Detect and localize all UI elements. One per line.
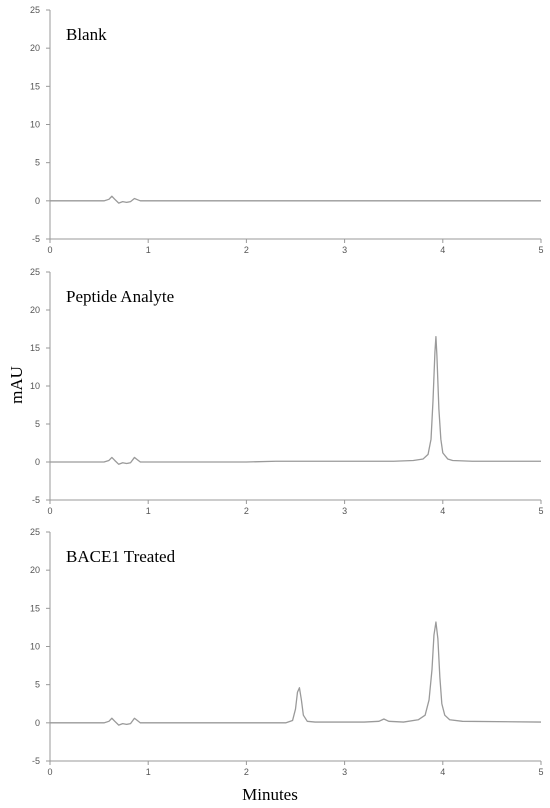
panel-title: BACE1 Treated [66,547,176,566]
x-tick-label: 3 [342,245,347,255]
y-tick-label: 5 [35,419,40,429]
chromatogram-trace [50,195,541,204]
x-tick-label: 5 [538,245,543,255]
x-tick-label: 0 [47,506,52,516]
y-tick-label: 25 [30,5,40,15]
x-tick-label: 1 [146,506,151,516]
y-tick-label: 0 [35,196,40,206]
x-tick-label: 0 [47,245,52,255]
x-tick-label: 2 [244,767,249,777]
x-tick-label: 3 [342,506,347,516]
x-axis-title: Minutes [242,785,298,804]
y-tick-label: 15 [30,343,40,353]
x-tick-label: 2 [244,245,249,255]
chromatogram-trace [50,335,541,465]
y-tick-label: 20 [30,305,40,315]
y-tick-label: 20 [30,565,40,575]
y-tick-label: -5 [32,234,40,244]
y-tick-label: 10 [30,642,40,652]
x-tick-label: 5 [538,506,543,516]
panel-title: Peptide Analyte [66,287,174,306]
x-tick-label: 2 [244,506,249,516]
x-tick-label: 4 [440,506,445,516]
y-tick-label: 15 [30,603,40,613]
x-tick-label: 1 [146,767,151,777]
x-tick-label: 4 [440,245,445,255]
y-tick-label: 5 [35,158,40,168]
chromatogram-trace [50,621,542,726]
x-tick-label: 0 [47,767,52,777]
y-tick-label: 20 [30,43,40,53]
y-tick-label: 5 [35,680,40,690]
x-tick-label: 1 [146,245,151,255]
y-tick-label: 10 [30,381,40,391]
y-tick-label: 0 [35,457,40,467]
y-tick-label: 0 [35,718,40,728]
y-tick-label: 25 [30,527,40,537]
x-tick-label: 4 [440,767,445,777]
y-tick-label: -5 [32,756,40,766]
x-tick-label: 5 [538,767,543,777]
x-tick-label: 3 [342,767,347,777]
chart-panel-2: -5 0 5 10 15 20 25 0 1 2 3 4 5 Peptide Analyte [30,267,544,516]
y-tick-label: 10 [30,120,40,130]
panel-title: Blank [66,25,107,44]
y-tick-label: 25 [30,267,40,277]
chart-panel-1: -5 0 5 10 15 20 25 0 1 2 3 4 5 Blank [30,5,544,255]
chart-panel-3: -5 0 5 10 15 20 25 0 1 2 3 4 5 BACE1 Treated [30,527,544,777]
y-tick-label: 15 [30,81,40,91]
y-axis-title: mAU [7,366,26,404]
y-tick-label: -5 [32,495,40,505]
